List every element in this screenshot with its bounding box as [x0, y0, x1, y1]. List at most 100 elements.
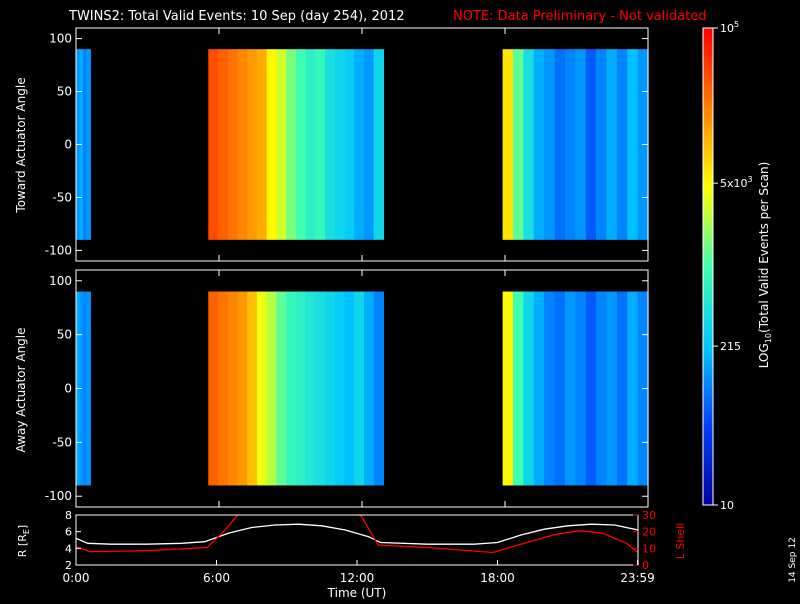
- colorbar-label-main: LOG: [757, 343, 771, 368]
- y-tick-label: -100: [45, 243, 72, 257]
- heatmap-cell: [295, 49, 307, 240]
- heatmap-cell: [523, 49, 535, 240]
- panel-toward: 100 50 0 -50 -100 Toward Actuator Angle: [14, 27, 649, 262]
- left-ylabel-end: ]: [16, 525, 29, 529]
- panel-toward-ylabel: Toward Actuator Angle: [14, 77, 28, 213]
- heatmap-cell: [218, 291, 229, 486]
- heatmap-cell: [295, 291, 307, 486]
- panel-toward-heatmap: [76, 49, 649, 240]
- colorbar-label-sub: 10: [764, 333, 773, 343]
- heatmap-cell: [596, 49, 608, 240]
- colorbar-tick-label: 215: [720, 340, 741, 353]
- panel-orbit-right-ylabel: L Shell: [674, 523, 687, 559]
- heatmap-cell: [218, 49, 229, 240]
- y-tick-label: -50: [52, 435, 72, 449]
- panel-away-y-axis: 100 50 0 -50 -100: [45, 274, 648, 503]
- heatmap-cell: [354, 291, 365, 486]
- heatmap-cell: [266, 49, 277, 240]
- heatmap-cell: [256, 291, 268, 486]
- heatmap-cell: [373, 49, 385, 240]
- colorbar-tick-label: 5x103: [720, 175, 753, 190]
- colorbar-fill: [703, 28, 713, 505]
- panel-away-ylabel: Away Actuator Angle: [14, 327, 28, 452]
- panel-orbit-right-axis: 30 20 10 0: [633, 509, 656, 572]
- panel-orbit-background: [76, 515, 638, 565]
- lshell-series-line: [76, 515, 239, 553]
- y-tick-label: 100: [49, 32, 72, 46]
- heatmap-cell: [227, 49, 239, 240]
- heatmap-cell: [334, 49, 346, 240]
- heatmap-cell: [237, 291, 248, 486]
- heatmap-cell: [266, 291, 277, 486]
- heatmap-cell: [502, 291, 514, 486]
- heatmap-cell: [616, 291, 628, 486]
- heatmap-cell: [616, 49, 628, 240]
- panel-orbit-xlabel: Time (UT): [327, 586, 387, 600]
- heatmap-cell: [354, 49, 365, 240]
- heatmap-cell: [208, 49, 219, 240]
- left-y-tick-label: 2: [65, 559, 72, 572]
- colorbar-tick-exponent: 5: [734, 20, 739, 29]
- right-y-tick-label: 20: [642, 526, 656, 539]
- colorbar-tick-label: 10: [720, 499, 734, 512]
- heatmap-cell: [627, 49, 639, 240]
- heatmap-cell: [533, 291, 545, 486]
- x-tick-label: 0:00: [63, 571, 90, 585]
- heatmap-cell: [585, 49, 597, 240]
- left-ylabel-sub: E: [22, 529, 31, 534]
- panel-orbit: 8 6 4 2 30 20 10 0 0:00 6:00 12:00 18:00 23:59 R […: [16, 509, 687, 600]
- y-tick-label: 100: [49, 274, 72, 288]
- right-y-tick-label: 10: [642, 542, 656, 555]
- left-y-tick-label: 8: [65, 509, 72, 522]
- heatmap-cell: [554, 49, 566, 240]
- heatmap-cell: [286, 291, 297, 486]
- panel-toward-x-ticks: [75, 28, 649, 261]
- heatmap-cell: [363, 49, 375, 240]
- colorbar-ticks: 10 215 5x103 105: [713, 20, 753, 512]
- heatmap-cell: [502, 49, 514, 240]
- heatmap-cell: [513, 291, 524, 486]
- heatmap-cell: [315, 49, 326, 240]
- heatmap-cell: [344, 49, 355, 240]
- heatmap-cell: [247, 291, 258, 486]
- figure-title: TWINS2: Total Valid Events: 10 Sep (day …: [68, 9, 405, 24]
- heatmap-cell: [533, 49, 545, 240]
- left-y-tick-label: 6: [65, 526, 72, 539]
- colorbar-tick-label: 105: [720, 20, 739, 35]
- colorbar-label-rest: (Total Valid Events per Scan): [757, 162, 771, 333]
- panel-orbit-x-axis: 0:00 6:00 12:00 18:00 23:59: [63, 560, 655, 585]
- heatmap-cell: [237, 49, 248, 240]
- x-tick-label: 12:00: [340, 571, 375, 585]
- heatmap-cell: [86, 291, 91, 486]
- panel-orbit-lines: [76, 515, 638, 554]
- panel-away-x-ticks: [75, 270, 649, 507]
- right-y-tick-label: 0: [642, 559, 649, 572]
- panel-away: 100 50 0 -50 -100 Away Actuator Angle: [14, 269, 649, 508]
- y-tick-label: 50: [57, 328, 72, 342]
- panel-toward-y-axis: 100 50 0 -50 -100: [45, 32, 648, 257]
- heatmap-cell: [86, 49, 91, 240]
- heatmap-cell: [575, 291, 587, 486]
- right-y-tick-label: 30: [642, 509, 656, 522]
- heatmap-cell: [334, 291, 346, 486]
- y-tick-label: -50: [52, 190, 72, 204]
- heatmap-cell: [564, 49, 576, 240]
- heatmap-cell: [286, 49, 297, 240]
- heatmap-cell: [208, 291, 219, 486]
- y-tick-label: 0: [64, 382, 72, 396]
- heatmap-cell: [373, 291, 385, 486]
- heatmap-cell: [554, 291, 566, 486]
- heatmap-cell: [276, 291, 287, 486]
- heatmap-cell: [305, 291, 316, 486]
- heatmap-cell: [247, 49, 258, 240]
- heatmap-cell: [325, 49, 336, 240]
- heatmap-cell: [83, 291, 88, 486]
- y-tick-label: 0: [64, 138, 72, 152]
- heatmap-cell: [363, 291, 375, 486]
- lshell-series-line: [358, 515, 638, 554]
- colorbar-label: LOG10(Total Valid Events per Scan): [757, 162, 773, 369]
- colorbar-frame: [702, 27, 714, 506]
- x-tick-label: 18:00: [480, 571, 515, 585]
- heatmap-cell: [627, 291, 639, 486]
- heatmap-cell: [575, 49, 587, 240]
